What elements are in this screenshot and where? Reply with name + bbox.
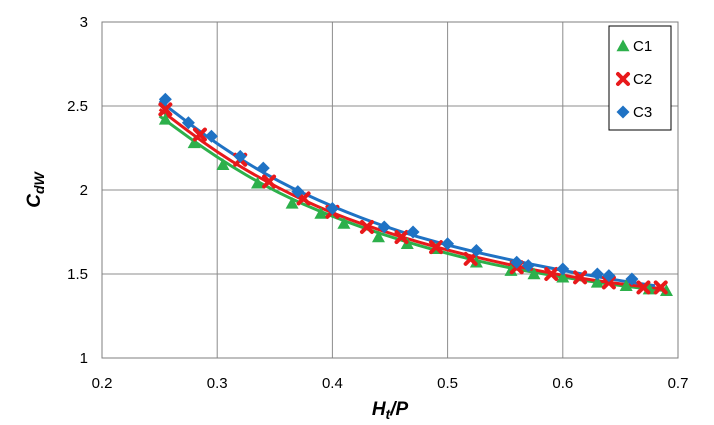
data-point-c2: [544, 267, 559, 281]
data-point-c2: [359, 219, 374, 234]
data-point-c3: [510, 255, 524, 269]
data-point-c3: [441, 237, 455, 251]
data-point-c3: [204, 129, 218, 143]
data-point-c1: [590, 275, 604, 288]
y-axis-title: CdW: [24, 170, 47, 207]
legend-label-c2: C2: [633, 71, 652, 88]
data-point-c2: [429, 240, 444, 255]
data-point-c3: [158, 92, 172, 106]
x-tick-label: 0.7: [668, 375, 689, 392]
fit-lines: [158, 99, 667, 293]
data-point-c2: [192, 127, 207, 142]
y-tick-label: 3: [80, 14, 88, 31]
fit-line-c3: [158, 99, 656, 288]
data-point-c3: [469, 243, 483, 257]
legend-marker-c1: [616, 39, 630, 52]
data-point-c2: [573, 270, 588, 285]
data-point-c3: [556, 262, 570, 276]
data-point-c1: [527, 267, 541, 280]
data-point-c3: [233, 149, 247, 163]
data-point-c3: [181, 116, 195, 130]
x-tick-label: 0.5: [437, 375, 458, 392]
plot-frame: [101, 21, 679, 359]
data-point-c2: [262, 174, 277, 189]
data-point-c1: [619, 279, 633, 291]
data-point-c1: [504, 264, 518, 276]
legend: C1 C2 C3: [608, 25, 672, 131]
x-axis-title: Ht/P: [372, 399, 409, 422]
data-point-c3: [291, 185, 305, 199]
x-tick-label: 0.2: [92, 375, 113, 392]
x-axis-title-sub: t: [386, 406, 392, 422]
data-point-c1: [285, 196, 299, 209]
legend-label-c3: C3: [633, 104, 652, 121]
data-point-c1: [469, 255, 483, 268]
data-point-c1: [659, 284, 673, 296]
y-tick-label: 2: [80, 182, 88, 199]
data-point-c2: [653, 280, 668, 295]
x-tick-label: 0.6: [552, 375, 573, 392]
y-axis-title-main: C: [24, 194, 45, 208]
x-axis-title-rest: /P: [389, 399, 408, 420]
fit-line-c1: [158, 114, 667, 293]
y-tick-label: 1: [80, 350, 88, 367]
x-axis-title-main: H: [372, 399, 387, 420]
data-points: [158, 92, 673, 296]
data-point-c3: [377, 220, 391, 234]
data-point-c1: [216, 158, 230, 170]
data-point-c2: [394, 230, 409, 245]
tick-labels: 0.2 0.3 0.4 0.5 0.6 0.7 1 1.5 2 2.5 3: [67, 14, 688, 392]
data-point-c1: [187, 136, 201, 149]
y-tick-label: 2.5: [67, 98, 88, 115]
legend-marker-c2: [616, 72, 630, 86]
data-point-c2: [463, 251, 478, 266]
data-point-c1: [158, 112, 172, 125]
data-point-c3: [406, 225, 420, 239]
data-point-c3: [521, 259, 535, 273]
data-point-c3: [602, 269, 616, 283]
legend-marker-c3: [616, 105, 630, 119]
data-point-c1: [371, 230, 385, 243]
data-point-c3: [590, 267, 604, 281]
data-point-c2: [158, 102, 173, 117]
y-axis-title-sub: dW: [31, 170, 47, 194]
x-tick-label: 0.3: [207, 375, 228, 392]
y-tick-label: 1.5: [67, 266, 88, 283]
data-point-c1: [251, 176, 265, 189]
data-point-c3: [325, 201, 339, 215]
data-point-c1: [556, 270, 570, 283]
data-point-c2: [601, 275, 616, 290]
data-point-c3: [256, 161, 270, 175]
grid: [101, 21, 679, 359]
fit-line-c2: [158, 108, 667, 291]
data-point-c2: [636, 280, 651, 295]
x-tick-label: 0.4: [322, 375, 343, 392]
data-point-c1: [337, 217, 351, 229]
legend-label-c1: C1: [633, 38, 652, 55]
data-point-c1: [314, 207, 328, 219]
data-point-c3: [625, 272, 639, 286]
